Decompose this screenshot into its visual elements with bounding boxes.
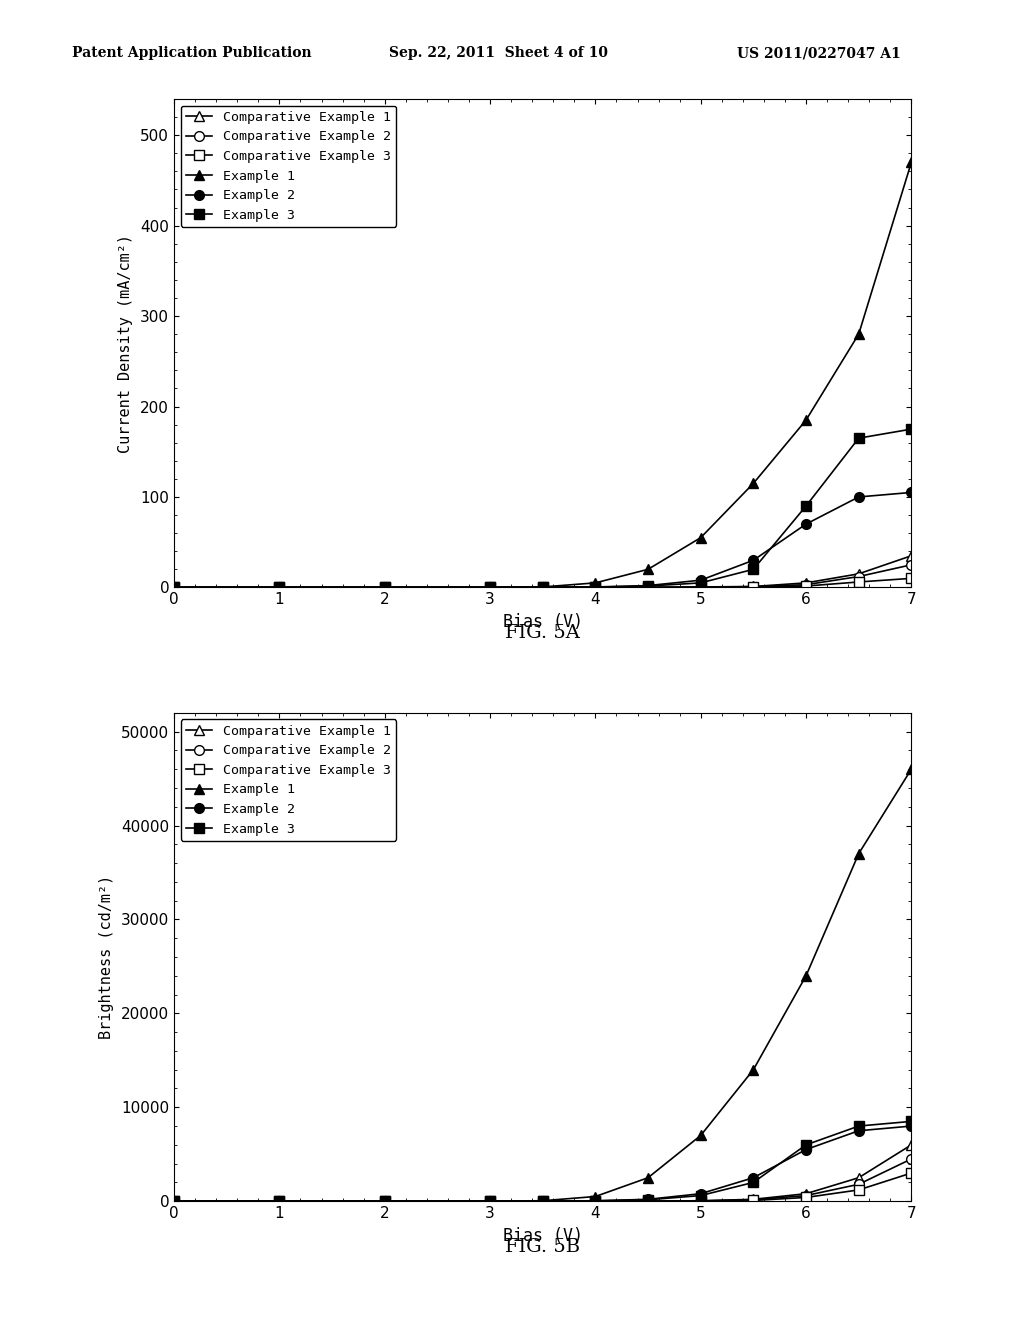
- Text: FIG. 5A: FIG. 5A: [505, 624, 581, 643]
- Text: Sep. 22, 2011  Sheet 4 of 10: Sep. 22, 2011 Sheet 4 of 10: [389, 46, 608, 61]
- Y-axis label: Current Density (mA/cm²): Current Density (mA/cm²): [119, 234, 133, 453]
- Y-axis label: Brightness (cd/m²): Brightness (cd/m²): [99, 875, 114, 1039]
- Legend: Comparative Example 1, Comparative Example 2, Comparative Example 3, Example 1, : Comparative Example 1, Comparative Examp…: [180, 719, 396, 841]
- X-axis label: Bias (V): Bias (V): [503, 612, 583, 631]
- Text: US 2011/0227047 A1: US 2011/0227047 A1: [737, 46, 901, 61]
- Legend: Comparative Example 1, Comparative Example 2, Comparative Example 3, Example 1, : Comparative Example 1, Comparative Examp…: [180, 106, 396, 227]
- Text: Patent Application Publication: Patent Application Publication: [72, 46, 311, 61]
- X-axis label: Bias (V): Bias (V): [503, 1226, 583, 1245]
- Text: FIG. 5B: FIG. 5B: [505, 1238, 581, 1257]
